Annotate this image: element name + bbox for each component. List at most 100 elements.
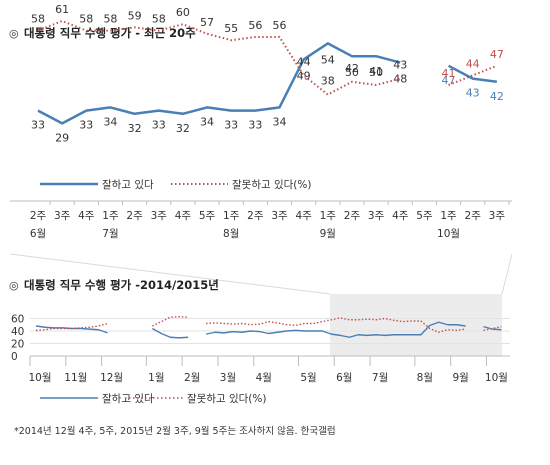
chart1-disapprove-data-label-13: 42: [345, 62, 359, 75]
chart1-approve-data-label-3: 34: [103, 115, 117, 128]
chart1-week-label-6: 4주: [175, 210, 192, 222]
chart1-disapprove-data-label-4: 59: [128, 9, 142, 22]
chart1-disapprove-data-label-3: 58: [103, 13, 117, 26]
chart1-week-label-0: 2주: [30, 210, 47, 222]
chart1-disapprove-line-1: [37, 20, 401, 96]
chart2-disapprove-line-4: [483, 325, 502, 332]
chart1-disapprove-data-label-8: 55: [224, 22, 238, 35]
chart2-month-label-4: 11월: [64, 372, 87, 384]
chart2-disapprove-line-3: [206, 317, 466, 333]
chart1-week-label-13: 2주: [344, 210, 361, 222]
chart2-month-label-0: 10월: [28, 372, 51, 384]
chart2-month-label-47: 9월: [452, 372, 468, 384]
chart1-title: 대통령 직무 수행 평가 - 최근 20주: [24, 26, 196, 40]
chart1-month-label-8월: 8월: [223, 228, 239, 240]
chart1-week-label-1: 3주: [54, 210, 71, 222]
chart1-approve-data-label-9: 33: [248, 119, 262, 132]
chart1-week-label-9: 2주: [247, 210, 264, 222]
chart2-month-label-21: 3월: [220, 372, 236, 384]
chart1-approve-data-label-14: 50: [369, 66, 383, 79]
chart1-approve-line-1: [37, 42, 401, 125]
chart1-disapprove-data-label-1: 61: [55, 3, 69, 16]
chart1-disapprove-data-label-19: 47: [490, 48, 504, 61]
chart2-month-label-30: 5월: [300, 372, 316, 384]
chart1-approve-data-label-19: 42: [490, 90, 504, 103]
chart1-disapprove-data-label-9: 56: [248, 19, 262, 32]
chart2-y-tick-40: 40: [11, 326, 24, 338]
chart1-week-label-4: 2주: [126, 210, 143, 222]
legend1-dotted-label: 잘못하고 있다(%): [232, 178, 311, 191]
chart1-approve-line-2: [447, 64, 498, 84]
chart2-title: 대통령 직무 수행 평가 -2014/2015년: [24, 278, 219, 292]
chart1-disapprove-data-label-0: 58: [31, 13, 45, 26]
chart1-x-axis-labels: 2주 3주 4주 1주 2주 3주 4주 5주 1주 2주 3주 4주 1주 2주 3주 4주 5주 1주 2주 3주…: [30, 201, 510, 240]
chart2-month-label-43: 8월: [417, 372, 433, 384]
legend1-solid-label: 잘하고 있다: [102, 178, 154, 191]
chart1-week-label-15: 4주: [392, 210, 409, 222]
chart1-disapprove-data-label-7: 57: [200, 16, 214, 29]
chart1-disapprove-data-label-5: 58: [152, 13, 166, 26]
chart2-approve-line-3: [205, 321, 466, 338]
chart1-approve-data-label-1: 29: [55, 131, 69, 144]
chart1-approve-data-label-15: 48: [393, 73, 407, 86]
chart1-week-label-19: 3주: [489, 210, 506, 222]
chart2-month-label-51: 10월: [485, 372, 508, 384]
legend2-dotted-label: 잘못하고 있다(%): [187, 392, 266, 405]
chart1-approve-data-label-12: 54: [321, 53, 335, 66]
chart1-week-label-7: 5주: [199, 210, 216, 222]
chart1-approve-data-label-13: 50: [345, 66, 359, 79]
chart1-week-label-16: 5주: [416, 210, 433, 222]
chart1-week-label-17: 1주: [440, 210, 457, 222]
chart2-y-tick-60: 60: [11, 314, 24, 326]
chart1-disapprove-data-label-10: 56: [273, 19, 287, 32]
chart1-week-label-18: 2주: [465, 210, 482, 222]
chart1-month-label-10월: 10월: [437, 228, 460, 240]
chart2-month-label-34: 6월: [336, 372, 352, 384]
chart1-disapprove-data-label-6: 60: [176, 6, 190, 19]
chart1-approve-data-label-7: 34: [200, 115, 214, 128]
chart2-zoom-region: [330, 294, 502, 356]
chart2-month-label-38: 7월: [372, 372, 388, 384]
chart1-disapprove-data-label-18: 44: [466, 57, 480, 70]
chart1-week-label-8: 1주: [223, 210, 240, 222]
chart2-y-tick-20: 20: [11, 339, 24, 351]
chart2-month-label-25: 4월: [256, 372, 272, 384]
footnote: *2014년 12월 4주, 5주, 2015년 2월 3주, 9월 5주는 조…: [14, 425, 336, 437]
chart2-approve-line-4: [483, 325, 502, 331]
chart1-month-label-6월: 6월: [30, 228, 46, 240]
chart1-plot-area: 33 29 33 34 32 33 32 34 33 33 34 49 54 50 50 48 47 43 42 58…: [31, 3, 504, 144]
chart1-disapprove-data-label-17: 41: [442, 67, 456, 80]
chart1-approve-data-label-4: 32: [128, 122, 142, 135]
chart1-approve-data-label-6: 32: [176, 122, 190, 135]
chart1-title-marker: ◎: [9, 27, 19, 40]
chart2-month-label-8: 12월: [100, 372, 123, 384]
chart1-month-label-9월: 9월: [320, 228, 336, 240]
chart1-approve-data-label-8: 33: [224, 119, 238, 132]
chart1-disapprove-data-label-15: 43: [393, 59, 407, 72]
connector-line-right: [501, 253, 513, 295]
chart1-month-label-7월: 7월: [102, 228, 118, 240]
chart1-approve-data-label-2: 33: [79, 119, 93, 132]
chart1-approve-data-label-11: 49: [297, 69, 311, 82]
chart2-month-label-17: 2월: [184, 372, 200, 384]
chart1-disapprove-line-2: [448, 64, 498, 86]
chart1-disapprove-data-label-11: 44: [297, 55, 311, 68]
legend2-solid-label: 잘하고 있다: [102, 392, 154, 405]
connector-line-left: [9, 253, 331, 295]
chart1-week-label-10: 3주: [271, 210, 288, 222]
chart2-disapprove-line-2: [152, 315, 189, 327]
chart1-approve-data-label-0: 33: [31, 119, 45, 132]
chart2-disapprove-line-1: [35, 322, 108, 332]
chart1-week-label-12: 1주: [320, 210, 337, 222]
chart2-approve-line-2: [152, 327, 189, 339]
chart1-week-label-2: 4주: [78, 210, 95, 222]
chart1-disapprove-data-label-12: 38: [321, 75, 335, 88]
chart1-week-label-5: 3주: [151, 210, 168, 222]
chart1-approve-data-label-17: 47: [442, 74, 456, 87]
chart2-title-marker: ◎: [9, 279, 19, 292]
chart2-y-tick-0: 0: [11, 351, 18, 363]
chart1-week-label-11: 4주: [295, 210, 312, 222]
